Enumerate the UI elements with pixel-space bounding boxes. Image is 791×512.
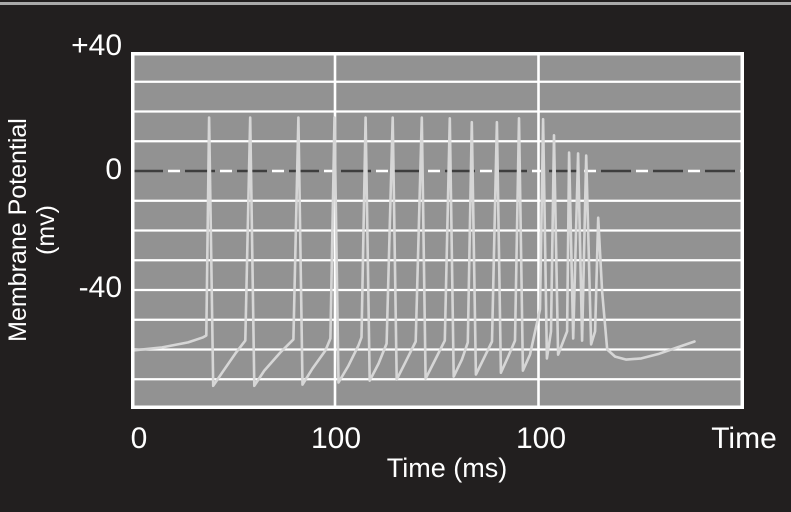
- plot-area: [131, 52, 744, 409]
- top-rule: [0, 2, 791, 5]
- x-axis-title: Time (ms): [386, 453, 508, 483]
- y-tick-minus40: -40: [78, 271, 122, 304]
- y-tick-plus40: +40: [71, 29, 122, 62]
- x-tick-100a: 100: [310, 422, 362, 455]
- y-axis-title: Membrane Potential (mv): [0, 62, 64, 398]
- x-tick-time: Time: [711, 422, 777, 455]
- membrane-potential-chart: [131, 52, 744, 409]
- y-tick-zero: 0: [105, 153, 122, 186]
- x-tick-100b: 100: [515, 422, 567, 455]
- x-tick-0: 0: [130, 422, 148, 455]
